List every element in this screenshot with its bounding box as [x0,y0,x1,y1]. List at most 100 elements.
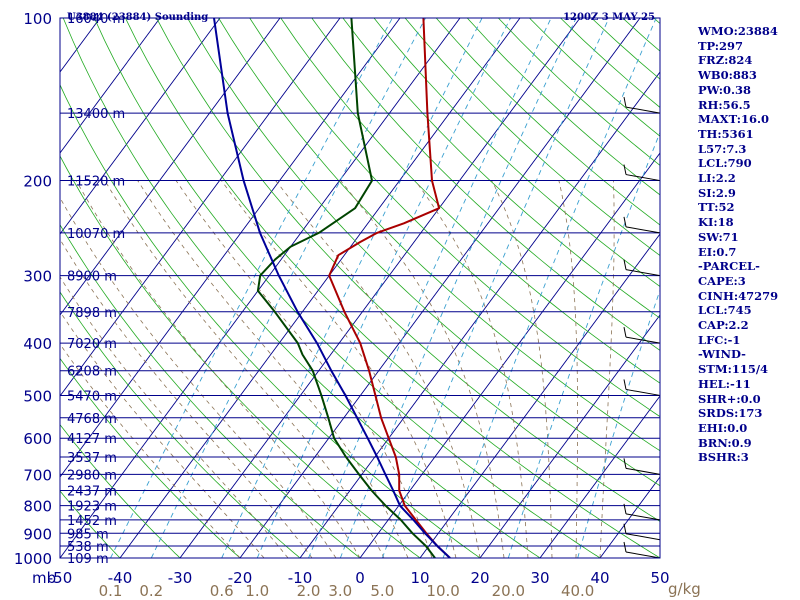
stat-line: LI:2.2 [698,171,736,186]
wind-barb-flag [623,541,627,553]
moist-adiabat-line [221,180,457,558]
wind-barb [625,388,661,396]
height-label: 2437 m [67,485,117,500]
height-label: 5470 m [67,389,117,404]
stat-line: FRZ:824 [698,53,753,68]
pressure-unit-label: mb [32,569,56,587]
mixing-ratio-labels: 0.1 0.2 0.6 1.0 2.0 3.0 5.0 10.0 20.0 40.0 [99,582,595,600]
temperature-tick-labels: -50 -40 -30 -20 -10 0 10 20 30 40 50 [48,569,670,587]
height-label: 13400 m [67,107,125,122]
height-label: 109 m [67,552,109,567]
stat-line: PW:0.38 [698,82,752,97]
mixing-ratio-label: 0.1 [99,582,123,600]
sounding-indices-panel: WMO:23884 TP:297 FRZ:824 WB0:883 PW:0.38 RH:5… [698,24,798,465]
mixing-ratio-label: 40.0 [561,582,594,600]
stat-line: EHI:0.0 [698,420,748,435]
isotherm-line [479,314,660,558]
height-label: 2980 m [67,468,117,483]
stat-line: -WIND- [698,347,746,362]
height-label: 6208 m [67,365,117,380]
wind-barb [625,269,661,277]
wind-barb [625,336,661,344]
height-label: 985 m [67,527,109,542]
wind-barb [625,226,661,234]
height-label: 10070 m [67,227,125,242]
dry-adiabat-line [156,18,660,522]
stat-line: L57:7.3 [698,141,747,156]
pressure-tick-label: 100 [23,10,52,28]
temperature-tick-label: 20 [470,569,489,587]
mixing-ratio-label: 10.0 [426,582,459,600]
moist-adiabat-line [340,180,505,558]
pressure-tick-label: 500 [23,387,52,405]
isotherm-line [239,18,641,558]
wind-barb-flag [623,458,627,469]
stat-line: CAP:2.2 [698,318,749,333]
isotherm-line [60,18,341,397]
isotherm-line [60,18,161,154]
plot-frame [59,17,661,559]
height-label: 7020 m [67,337,117,352]
wind-barb-flag [623,327,627,338]
stat-line: LCL:790 [698,156,752,171]
stat-line: SHR+:0.0 [698,391,761,406]
stat-line: BRN:0.9 [698,435,752,450]
temperature-tick-label: -40 [108,569,133,587]
dry-adiabat-line [93,18,601,558]
stat-line: WB0:883 [698,68,757,83]
isotherm-line [179,18,581,558]
moist-adiabat-line [60,276,289,558]
moist-adiabat-line [491,180,553,558]
pressure-tick-labels: 100 200 300 400 500 600 700 800 900 1000 [14,10,52,568]
wind-barb-flag [623,164,627,175]
moist-adiabat-line [175,180,433,558]
stat-line: TH:5361 [698,126,754,141]
wind-barb-flag [623,259,627,270]
stat-line: TT:52 [698,200,735,215]
wind-barb [625,551,661,559]
height-labels: 16040 m 13400 m 11520 m 10070 m 8900 m 7898 m… [67,12,125,567]
temperature-tick-label: 50 [650,569,669,587]
mixing-ratio-label: 0.2 [139,582,163,600]
moist-adiabat-line [75,180,361,558]
mixing-ratio-line [150,18,426,558]
wind-barbs [623,96,661,559]
moist-adiabat-line [275,180,481,558]
temperature-tick-label: -30 [168,569,193,587]
height-label: 3537 m [67,451,117,466]
isotherm-line [539,395,660,558]
temperature-tick-label: -50 [48,569,73,587]
moist-adiabat-line [558,180,578,558]
isotherm-line [419,233,660,558]
wind-barb [625,467,661,475]
isotherm-lines [60,18,660,558]
height-label: 16040 m [67,12,125,27]
dry-adiabat-line [62,18,541,558]
height-label: 11520 m [67,175,125,190]
temperature-tick-label: -10 [288,569,313,587]
stat-line: CAPE:3 [698,273,746,288]
mixing-ratio-lines [110,18,660,558]
mixing-ratio-line [381,18,610,558]
stat-line: EI:0.7 [698,244,737,259]
pressure-tick-label: 700 [23,466,52,484]
stat-line: LCL:745 [698,303,752,318]
wind-barb [625,106,661,114]
mixing-ratio-line [221,18,483,558]
moist-adiabat-line [599,180,615,558]
stat-line: SRDS:173 [698,406,763,421]
mixing-ratio-label: 3.0 [328,582,352,600]
isotherm-line [119,18,521,558]
stat-line: -PARCEL- [698,259,760,274]
pressure-tick-label: 900 [23,525,52,543]
pressure-tick-label: 300 [23,268,52,286]
chart-title: U3884 (23884) Sounding [67,12,208,23]
wind-barb-flag [623,503,627,514]
stat-line: CINH:47279 [698,288,779,303]
mixing-ratio-unit-label: g/kg [668,580,701,598]
height-label: 538 m [67,540,109,555]
mixing-ratio-label: 1.0 [245,582,269,600]
height-label: 8900 m [67,270,117,285]
mixing-ratio-label: 0.6 [210,582,234,600]
wind-barb-flag [623,96,627,108]
